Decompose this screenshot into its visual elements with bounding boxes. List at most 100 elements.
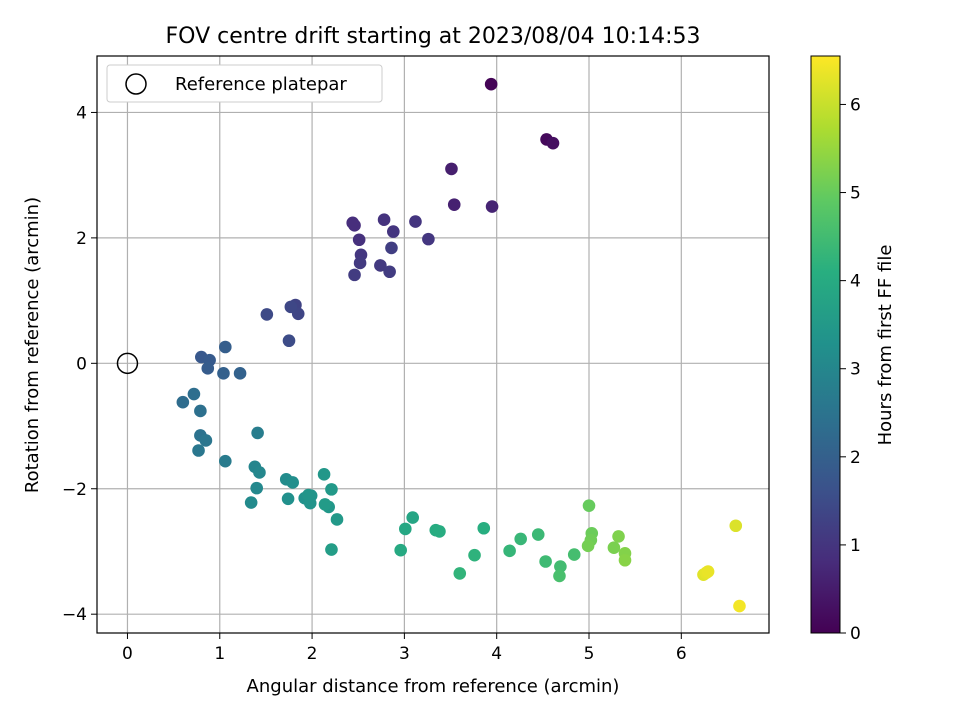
y-tick-label: 2 [76,229,87,249]
y-axis-ticks: −4 −2 0 2 4 [62,103,97,625]
legend: Reference platepar [106,64,383,103]
data-point [217,367,230,380]
y-tick-label: 0 [76,354,87,374]
y-tick-label: 4 [76,103,87,123]
data-point [553,569,566,583]
data-point [582,499,596,512]
data-point [733,599,746,613]
data-point [317,468,331,481]
data-point [387,225,400,238]
data-point [484,77,498,91]
data-point [729,519,743,533]
plot-frame [96,55,770,634]
data-point [260,308,274,321]
data-point [618,553,632,567]
x-tick-label: 0 [122,644,133,664]
data-point [701,565,715,578]
colorbar-gradient [810,55,841,634]
data-point [546,136,560,150]
reference-layer [116,352,139,375]
data-point [325,543,338,556]
data-point [422,232,435,246]
data-point [539,555,552,568]
data-point [244,496,258,509]
data-point [325,483,338,496]
colorbar-tick-label: 1 [850,536,861,556]
data-point [374,259,387,272]
data-point [352,233,366,247]
data-point [192,444,205,457]
colorbar-tick-label: 2 [850,448,861,468]
data-point [286,476,299,489]
data-point [531,528,545,541]
data-point [409,215,422,228]
data-point [194,404,207,418]
data-point [233,367,247,380]
data-point [385,241,398,255]
colorbar-tick-label: 4 [850,272,861,292]
data-point [567,548,581,561]
x-tick-label: 5 [584,644,595,664]
data-point [348,268,361,282]
data-point [433,525,446,538]
data-point [607,541,621,555]
x-axis-label: Angular distance from reference (arcmin) [247,676,620,697]
data-point [554,560,567,573]
x-tick-label: 2 [307,644,318,664]
colorbar-tick-label: 3 [850,360,861,380]
y-tick-label: −2 [62,480,87,500]
data-point [251,426,264,440]
data-point [219,340,232,354]
data-point [282,334,296,348]
x-tick-label: 3 [399,644,410,664]
colorbar-label: Hours from first FF file [875,245,896,446]
data-point [453,567,467,580]
data-point [503,544,516,558]
x-axis-ticks: 0 1 2 3 4 5 6 [122,633,687,664]
data-point [318,498,332,511]
data-point [253,466,266,479]
legend-box [106,64,383,103]
data-point [353,256,367,270]
colorbar-tick-label: 0 [850,624,861,644]
y-tick-label: −4 [62,605,87,625]
data-point [201,362,215,375]
data-point [399,522,412,536]
data-point [346,216,359,230]
data-point [445,162,458,176]
data-point [477,521,491,535]
x-tick-label: 4 [491,644,502,664]
legend-marker-icon [125,73,147,95]
colorbar-tick-label: 5 [850,184,861,204]
colorbar-ticks: 0 1 2 3 4 5 6 [840,95,861,644]
data-point [302,488,315,502]
data-point [581,539,595,553]
data-point [330,513,344,526]
data-point [176,395,190,409]
reference-point-marker [116,352,139,375]
data-point [447,198,461,211]
colorbar: 0 1 2 3 4 5 6 Hours from first FF file [810,55,896,644]
colorbar-tick-label: 6 [850,95,861,115]
x-tick-label: 1 [214,644,225,664]
data-point [219,454,232,468]
data-point [377,213,391,226]
data-point [514,532,527,546]
chart-title: FOV centre drift starting at 2023/08/04 … [166,24,701,49]
data-point [468,548,481,562]
data-point [406,511,419,524]
data-point [485,200,499,213]
grid [97,56,769,633]
data-point [612,530,625,543]
data-point [284,300,298,314]
legend-label: Reference platepar [175,74,347,95]
data-point [281,492,295,506]
data-point [199,434,213,447]
data-point [250,481,263,495]
data-point [394,543,407,557]
data-point [383,265,396,279]
y-axis-label: Rotation from reference (arcmin) [22,197,43,493]
scatter-points [176,77,746,613]
data-point [187,387,201,401]
